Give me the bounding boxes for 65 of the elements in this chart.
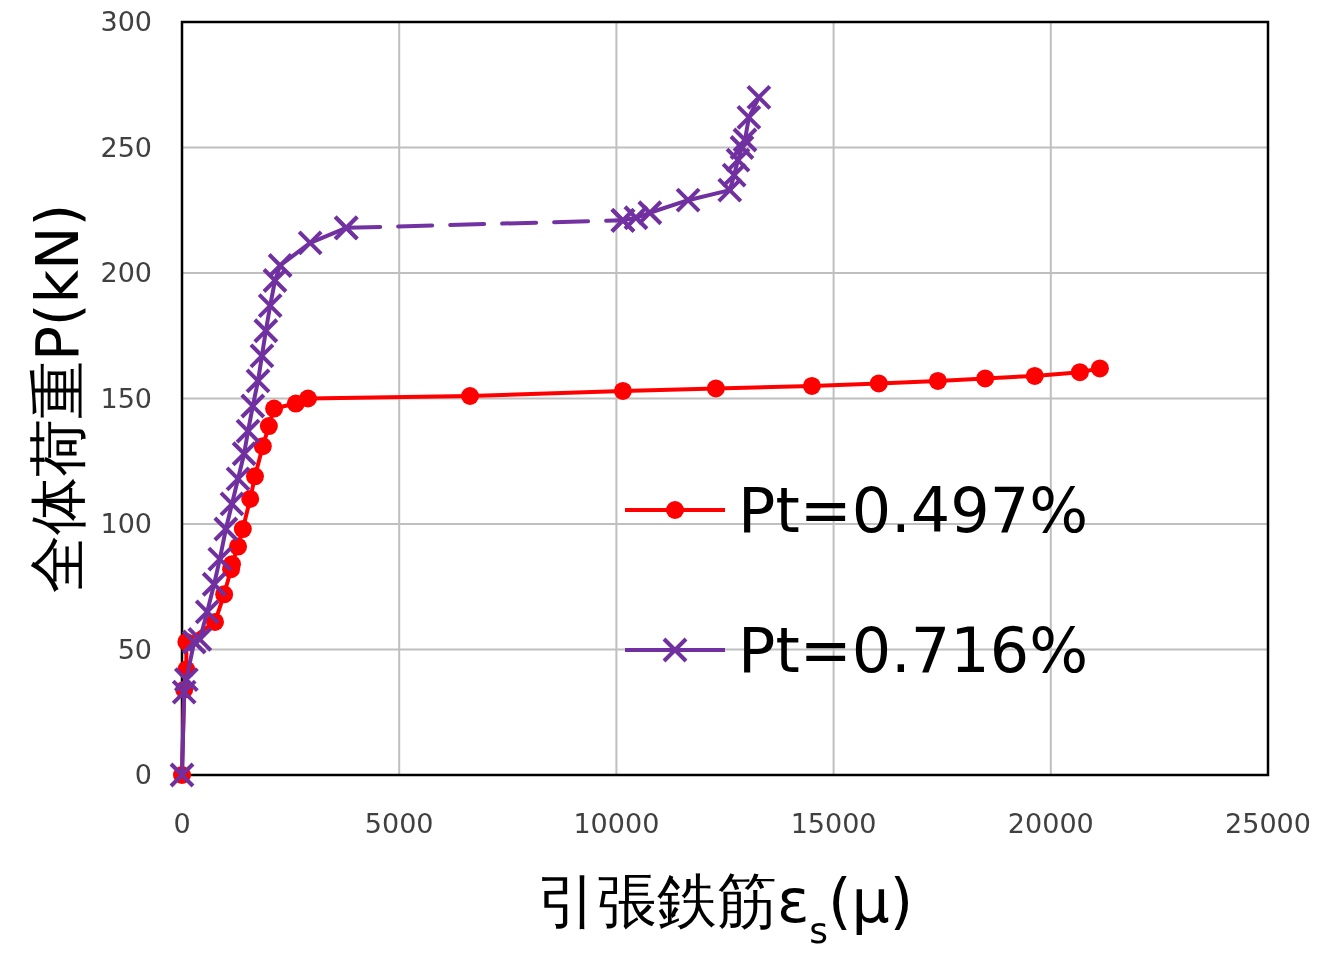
point (728, 134, 755, 161)
y-tick-label: 100 (100, 508, 152, 539)
point (239, 393, 266, 420)
point (721, 162, 748, 189)
x-tick-label: 5000 (364, 808, 434, 839)
legend-label: Pt=0.716% (738, 614, 1089, 687)
point (257, 292, 284, 319)
point (928, 371, 947, 390)
x-tick-label: 15000 (790, 808, 877, 839)
point (675, 187, 702, 214)
y-tick-label: 250 (100, 131, 152, 163)
point (173, 666, 200, 693)
x-tick-label: 0 (173, 808, 191, 839)
x-axis-title: 引張鉄筋ε$_{s}$(μ) (536, 866, 914, 951)
y-tick-label: 50 (117, 633, 152, 665)
point (725, 147, 752, 174)
point (225, 465, 252, 492)
point (297, 229, 324, 256)
y-axis-title: 全体荷重P(kN) (24, 203, 92, 594)
point (716, 177, 743, 204)
point (181, 628, 208, 655)
point (1090, 359, 1109, 378)
point (245, 367, 272, 394)
point (265, 399, 284, 418)
point (267, 252, 294, 279)
point (731, 126, 758, 153)
point (235, 418, 262, 445)
x-tick-label: 10000 (573, 808, 660, 839)
point (261, 267, 288, 294)
point (248, 342, 275, 369)
point (461, 386, 480, 405)
point (706, 379, 725, 398)
legend-label: Pt=0.497% (738, 474, 1089, 547)
point (976, 369, 995, 388)
point (869, 374, 888, 393)
point (194, 598, 221, 625)
point (613, 381, 632, 400)
point (1025, 366, 1044, 385)
x-tick-label: 20000 (1007, 808, 1094, 839)
point (745, 84, 772, 111)
point (231, 440, 258, 467)
point (252, 317, 279, 344)
y-tick-label: 150 (100, 382, 152, 414)
point (735, 104, 762, 131)
point (206, 546, 233, 573)
x-tick-label: 25000 (1225, 808, 1311, 839)
point (253, 437, 272, 456)
point (259, 417, 278, 436)
y-tick-label: 300 (100, 6, 152, 37)
point (1070, 363, 1089, 382)
point (186, 626, 213, 653)
point (218, 490, 245, 517)
point (636, 199, 663, 226)
y-tick-label: 0 (134, 759, 152, 790)
point (171, 679, 198, 706)
point (802, 376, 821, 395)
point (229, 537, 248, 556)
point (245, 467, 264, 486)
point (233, 520, 252, 539)
point (298, 389, 317, 408)
point (212, 516, 239, 543)
point (201, 571, 228, 598)
y-tick-label: 200 (100, 257, 152, 288)
point (241, 489, 260, 508)
point (622, 204, 649, 231)
